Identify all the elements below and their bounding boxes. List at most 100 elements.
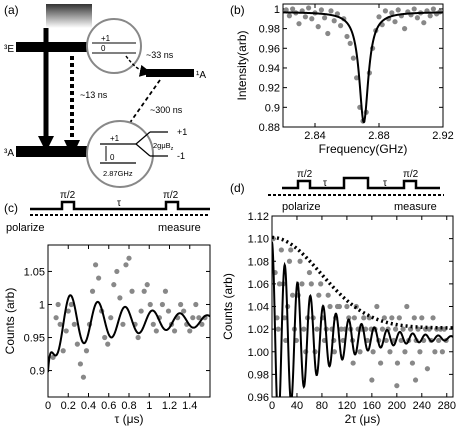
data-point	[141, 288, 147, 294]
data-point	[63, 328, 69, 334]
y-tick-label: 1.10	[248, 234, 269, 246]
data-point	[387, 349, 393, 355]
data-point	[159, 301, 166, 308]
data-point	[89, 288, 96, 294]
data-point	[165, 308, 172, 314]
data-point	[346, 315, 352, 321]
level-3e-bar	[16, 42, 92, 52]
data-point	[338, 326, 344, 332]
data-point	[350, 55, 356, 61]
data-point	[331, 18, 337, 24]
data-point	[389, 10, 395, 16]
t-singlet-label: ~300 ns	[150, 105, 183, 115]
pulse-d-measure: measure	[394, 201, 437, 213]
data-point	[392, 19, 398, 25]
inset-circle-bottom	[86, 120, 154, 188]
fit-curve	[272, 241, 453, 397]
x-tick-label: 0	[269, 400, 275, 412]
data-point	[327, 303, 333, 310]
data-point	[80, 374, 87, 380]
data-point	[402, 26, 408, 32]
pulse-d-waveform	[282, 176, 440, 190]
data-point	[288, 247, 294, 253]
x-tick-label: 240	[413, 400, 431, 412]
data-point	[347, 40, 353, 46]
data-point	[278, 247, 284, 253]
data-point	[68, 301, 74, 308]
pulse-c-tau: τ	[117, 198, 121, 209]
split-plus1-label: +1	[177, 127, 187, 137]
data-point	[379, 326, 386, 332]
level-3e-label: ³E	[4, 44, 14, 55]
data-point	[400, 326, 406, 332]
y-tick-label: 1	[39, 299, 45, 311]
data-point	[369, 377, 375, 383]
data-point	[328, 8, 334, 14]
data-point	[199, 321, 205, 327]
data-point	[117, 295, 123, 301]
data-point	[55, 301, 61, 308]
data-point	[114, 268, 120, 275]
data-point	[336, 303, 343, 310]
data-point	[389, 315, 395, 321]
x-tick-label: 0	[45, 400, 51, 412]
y-tick-label: 1.12	[248, 211, 269, 223]
level-3a-label: ³A	[4, 148, 14, 159]
fit-curve	[283, 11, 443, 123]
data-point	[153, 328, 159, 334]
data-point	[414, 15, 420, 21]
data-point	[316, 292, 322, 298]
pulse-d-polarize: polarize	[282, 201, 321, 213]
data-point	[187, 328, 193, 334]
data-point	[404, 303, 410, 310]
data-point	[96, 275, 102, 281]
data-point	[181, 308, 187, 314]
data-point	[381, 315, 387, 321]
data-point	[430, 315, 436, 321]
data-point	[275, 326, 281, 332]
pulse-sequence-d: π/2 τ τ π/2 polarize measure	[268, 169, 444, 213]
y-tick-label: 0.98	[259, 24, 280, 36]
pulse-c-pi2: π/2	[163, 190, 179, 201]
data-point	[144, 282, 150, 288]
data-point	[102, 334, 108, 341]
data-point	[338, 23, 344, 29]
data-point	[344, 303, 350, 310]
data-point	[374, 303, 380, 310]
data-point	[190, 315, 196, 321]
plot-area	[48, 255, 210, 380]
data-point	[297, 258, 303, 264]
data-point	[126, 255, 132, 261]
y-tick-label: 0.96	[248, 392, 269, 404]
data-point	[65, 308, 71, 314]
data-point	[354, 75, 360, 81]
data-point	[193, 301, 199, 308]
x-tick-label: 2.88	[368, 130, 389, 142]
y-tick-label: 0.98	[248, 369, 269, 381]
data-point	[411, 6, 417, 12]
data-point	[290, 6, 296, 12]
split-minus1-line	[135, 143, 151, 157]
data-point	[123, 262, 129, 268]
pulse-d-pi1: π/2	[297, 169, 313, 180]
panel-label-c: (c)	[4, 201, 18, 215]
data-point	[83, 348, 90, 354]
y-tick-label: 1.00	[248, 347, 269, 359]
t-excite-label: ~13 ns	[80, 90, 108, 100]
data-point	[318, 7, 324, 13]
data-point	[395, 7, 401, 13]
fit-curve	[48, 294, 210, 373]
inset-top-zero: 0	[101, 44, 106, 53]
x-tick-label: 120	[338, 400, 356, 412]
data-point	[306, 269, 313, 276]
x-tick-label: 2.84	[304, 130, 325, 142]
data-point	[314, 326, 320, 332]
inset-top-plus1: +1	[101, 34, 111, 43]
data-point	[77, 361, 83, 367]
y-tick-label: 0.88	[259, 122, 280, 134]
x-tick-label: 0.4	[81, 400, 96, 412]
data-point	[308, 281, 314, 287]
data-point	[402, 349, 408, 355]
y-tick-label: 1.05	[24, 266, 45, 278]
data-point	[383, 337, 389, 344]
